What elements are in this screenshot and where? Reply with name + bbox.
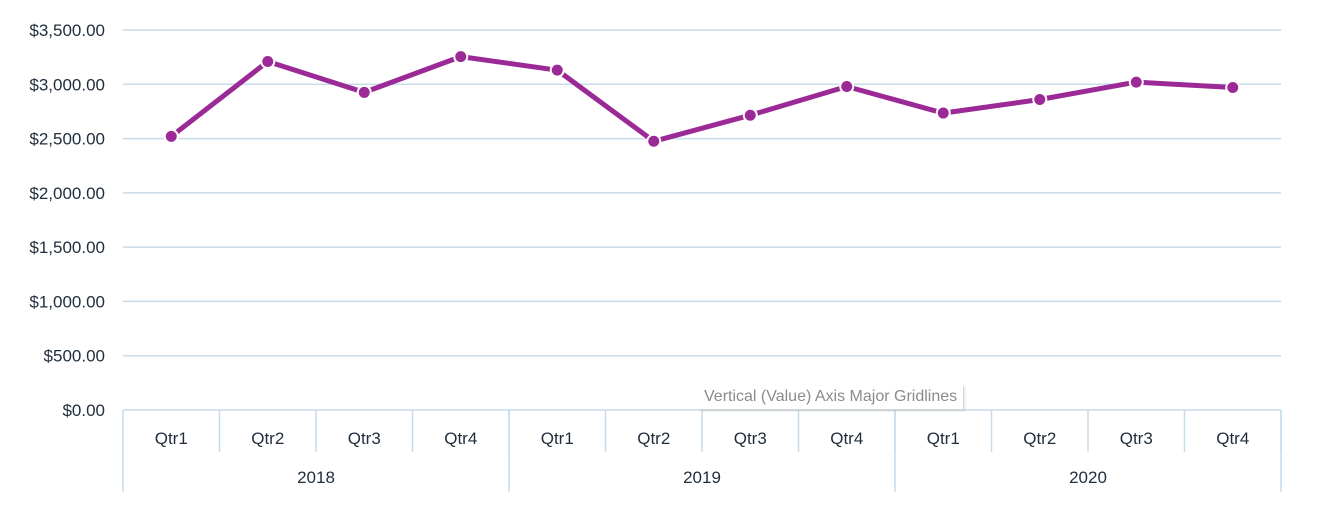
series-layer [163,49,1241,149]
y-tick-label: $2,000.00 [29,184,105,203]
data-point [742,107,758,123]
y-tick-label: $1,000.00 [29,292,105,311]
series-line [168,54,1236,144]
category-label: Qtr1 [541,429,574,448]
data-point [453,49,469,65]
category-label: Qtr4 [444,429,477,448]
category-label: Qtr4 [1216,429,1249,448]
category-label: Qtr3 [1120,429,1153,448]
data-point [646,133,662,149]
data-point [1225,80,1241,96]
group-label: 2019 [683,468,721,487]
category-label: Qtr4 [830,429,863,448]
group-label: 2020 [1069,468,1107,487]
category-axis [122,409,1282,492]
data-point [935,105,951,121]
group-label: 2018 [297,468,335,487]
category-label: Qtr2 [1023,429,1056,448]
gridlines-tooltip: Vertical (Value) Axis Major Gridlines [700,386,965,410]
data-point [839,78,855,94]
category-label: Qtr2 [637,429,670,448]
data-point [549,62,565,78]
category-label: Qtr2 [251,429,284,448]
category-axis-labels: Qtr1 Qtr2 Qtr3 Qtr4 Qtr1 Qtr2 Qtr3 Qtr4 Qtr1 Qtr2… [155,429,1250,487]
y-tick-label: $3,500.00 [29,21,105,40]
category-label: Qtr3 [734,429,767,448]
category-label: Qtr3 [348,429,381,448]
category-label: Qtr1 [927,429,960,448]
data-point [1032,91,1048,107]
data-point [1128,74,1144,90]
data-point [356,84,372,100]
y-tick-label: $3,000.00 [29,75,105,94]
y-tick-label: $1,500.00 [29,238,105,257]
gridlines [123,29,1281,357]
y-tick-label: $500.00 [44,347,105,366]
value-axis-labels: $0.00 $500.00 $1,000.00 $1,500.00 $2,000.00 $… [29,21,105,420]
data-point [260,53,276,69]
y-tick-label: $2,500.00 [29,130,105,149]
category-label: Qtr1 [155,429,188,448]
data-point [163,128,179,144]
y-tick-label: $0.00 [62,401,105,420]
